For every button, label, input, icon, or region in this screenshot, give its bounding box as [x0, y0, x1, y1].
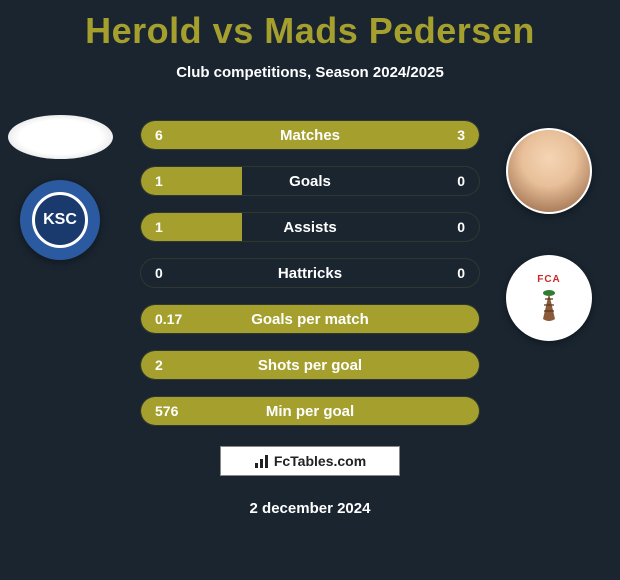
- stat-value-right: 3: [457, 121, 465, 149]
- stat-label: Shots per goal: [141, 351, 479, 379]
- player-right-avatar: [506, 128, 592, 214]
- player-left-avatar: [8, 115, 113, 159]
- stat-label: Assists: [141, 213, 479, 241]
- footer-date: 2 december 2024: [0, 500, 620, 517]
- club-left-badge: KSC: [20, 180, 100, 260]
- stat-row: 2Shots per goal: [140, 350, 480, 380]
- stat-row: 0Hattricks0: [140, 258, 480, 288]
- club-right-badge: FCA: [506, 255, 592, 341]
- stat-row: 576Min per goal: [140, 396, 480, 426]
- stat-label: Goals per match: [141, 305, 479, 333]
- stat-label: Goals: [141, 167, 479, 195]
- page-subtitle: Club competitions, Season 2024/2025: [0, 64, 620, 81]
- stat-row: 1Goals0: [140, 166, 480, 196]
- stats-container: 6Matches31Goals01Assists00Hattricks00.17…: [140, 120, 480, 442]
- stat-value-right: 0: [457, 213, 465, 241]
- club-right-code: FCA: [537, 274, 561, 285]
- chart-icon: [254, 453, 270, 469]
- brand-text: FcTables.com: [274, 453, 366, 469]
- stat-row: 1Assists0: [140, 212, 480, 242]
- brand-badge[interactable]: FcTables.com: [220, 446, 400, 476]
- stat-label: Matches: [141, 121, 479, 149]
- club-left-code: KSC: [32, 192, 88, 248]
- stat-value-right: 0: [457, 259, 465, 287]
- stat-value-right: 0: [457, 167, 465, 195]
- stat-row: 0.17Goals per match: [140, 304, 480, 334]
- page-title: Herold vs Mads Pedersen: [0, 0, 620, 52]
- stat-row: 6Matches3: [140, 120, 480, 150]
- stat-label: Min per goal: [141, 397, 479, 425]
- stat-label: Hattricks: [141, 259, 479, 287]
- pinecone-icon: [534, 287, 564, 323]
